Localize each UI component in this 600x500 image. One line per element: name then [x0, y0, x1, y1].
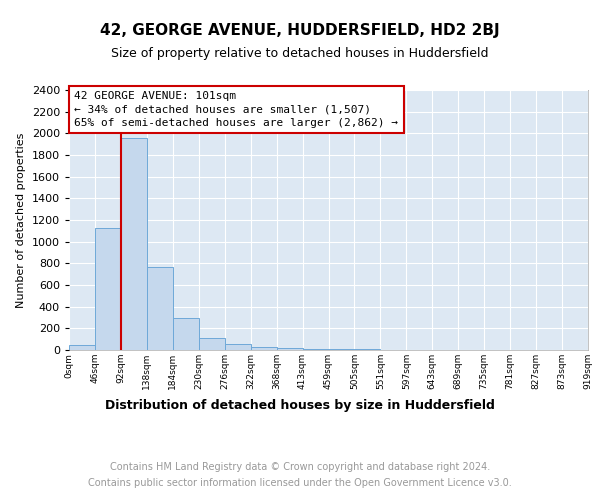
Bar: [173, 318, 199, 350]
Bar: [302, 349, 329, 350]
Text: Distribution of detached houses by size in Huddersfield: Distribution of detached houses by size …: [105, 400, 495, 412]
Text: Contains public sector information licensed under the Open Government Licence v3: Contains public sector information licen…: [88, 478, 512, 488]
Text: 42 GEORGE AVENUE: 101sqm
← 34% of detached houses are smaller (1,507)
65% of sem: 42 GEORGE AVENUE: 101sqm ← 34% of detach…: [74, 92, 398, 128]
Bar: [147, 266, 173, 350]
Text: Contains HM Land Registry data © Crown copyright and database right 2024.: Contains HM Land Registry data © Crown c…: [110, 462, 490, 472]
Text: Size of property relative to detached houses in Huddersfield: Size of property relative to detached ho…: [111, 48, 489, 60]
Bar: [251, 347, 277, 350]
Bar: [69, 344, 95, 350]
Bar: [199, 338, 224, 350]
Bar: [95, 228, 121, 350]
Text: 42, GEORGE AVENUE, HUDDERSFIELD, HD2 2BJ: 42, GEORGE AVENUE, HUDDERSFIELD, HD2 2BJ: [100, 22, 500, 38]
Y-axis label: Number of detached properties: Number of detached properties: [16, 132, 26, 308]
Bar: [225, 344, 251, 350]
Bar: [121, 138, 147, 350]
Bar: [277, 348, 302, 350]
